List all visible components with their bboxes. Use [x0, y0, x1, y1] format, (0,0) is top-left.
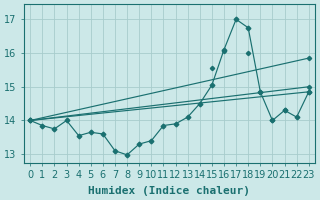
X-axis label: Humidex (Indice chaleur): Humidex (Indice chaleur): [89, 186, 251, 196]
